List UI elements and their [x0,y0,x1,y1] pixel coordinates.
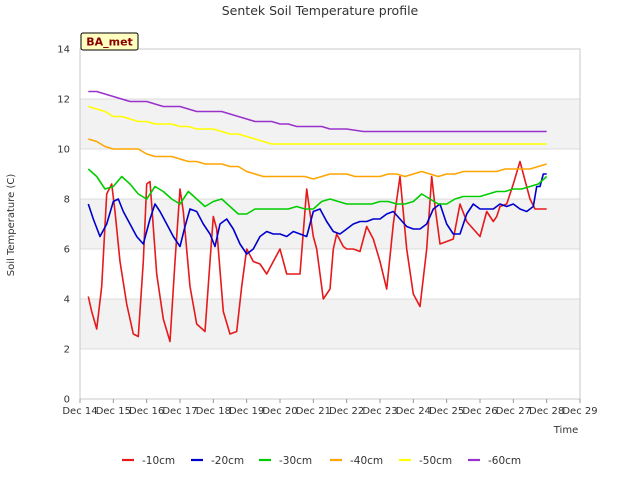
y-axis-ticks: 0 2 4 6 8 10 12 14 [57,45,70,406]
series-lines [87,90,548,343]
series-line-minus-10cm [87,160,547,343]
plot-border [79,48,581,400]
x-tick-label: Dec 15 [96,406,131,417]
series-line-minus-60cm [88,90,547,133]
x-tick-label: Dec 21 [296,406,331,417]
x-tick-label: Dec 17 [162,406,197,417]
legend-label: -10cm [142,455,175,467]
y-axis-label: Soil Temperature (C) [6,174,17,277]
y-tick-label: 6 [64,245,70,256]
series-line-minus-40cm [88,138,547,180]
y-tick-label: 0 [64,395,70,406]
legend-label: -30cm [279,455,312,467]
x-tick-label: Dec 24 [396,406,431,417]
legend: -10cm -20cm -30cm -40cm -50cm -60cm [122,455,521,467]
legend-label: -20cm [211,455,244,467]
x-tick-label: Dec 27 [496,406,531,417]
x-tick-label: Dec 16 [129,406,164,417]
x-tick-label: Dec 23 [362,406,397,417]
x-tick-label: Dec 19 [229,406,264,417]
chart-title: Sentek Soil Temperature profile [222,3,419,18]
x-tick-label: Dec 28 [529,406,564,417]
badge-label: BA_met [86,36,133,49]
x-tick-label: Dec 14 [62,406,97,417]
y-tick-label: 14 [57,45,70,56]
y-tick-label: 4 [64,295,70,306]
series-line-minus-30cm [87,168,548,215]
x-tick-label: Dec 25 [429,406,464,417]
y-tick-label: 12 [57,95,70,106]
legend-label: -60cm [488,455,521,467]
site-badge: BA_met [80,32,139,51]
x-axis-label: Time [553,425,578,436]
badge-box [80,32,139,51]
legend-label: -40cm [350,455,383,467]
plot-band [80,299,580,349]
legend-label: -50cm [419,455,452,467]
x-tick-label: Dec 22 [329,406,364,417]
y-tick-label: 10 [57,145,70,156]
plot-background [80,49,580,399]
y-tick-label: 2 [64,345,70,356]
y-tick-label: 8 [64,195,70,206]
x-tick-label: Dec 20 [262,406,297,417]
x-tick-label: Dec 26 [462,406,497,417]
x-tick-label: Dec 18 [196,406,231,417]
series-line-minus-20cm [87,173,547,255]
x-tick-label: Dec 29 [562,406,597,417]
series-line-minus-50cm [88,105,547,145]
